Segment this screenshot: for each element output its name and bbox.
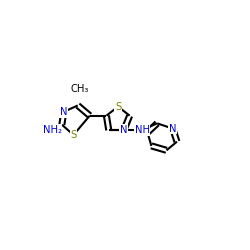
Text: N: N — [169, 124, 176, 134]
Text: S: S — [70, 130, 76, 140]
Text: NH: NH — [134, 125, 150, 135]
Text: N: N — [120, 125, 128, 135]
Text: S: S — [115, 102, 121, 112]
Text: CH₃: CH₃ — [70, 84, 88, 94]
Text: N: N — [60, 107, 68, 117]
Text: NH₂: NH₂ — [43, 125, 62, 135]
